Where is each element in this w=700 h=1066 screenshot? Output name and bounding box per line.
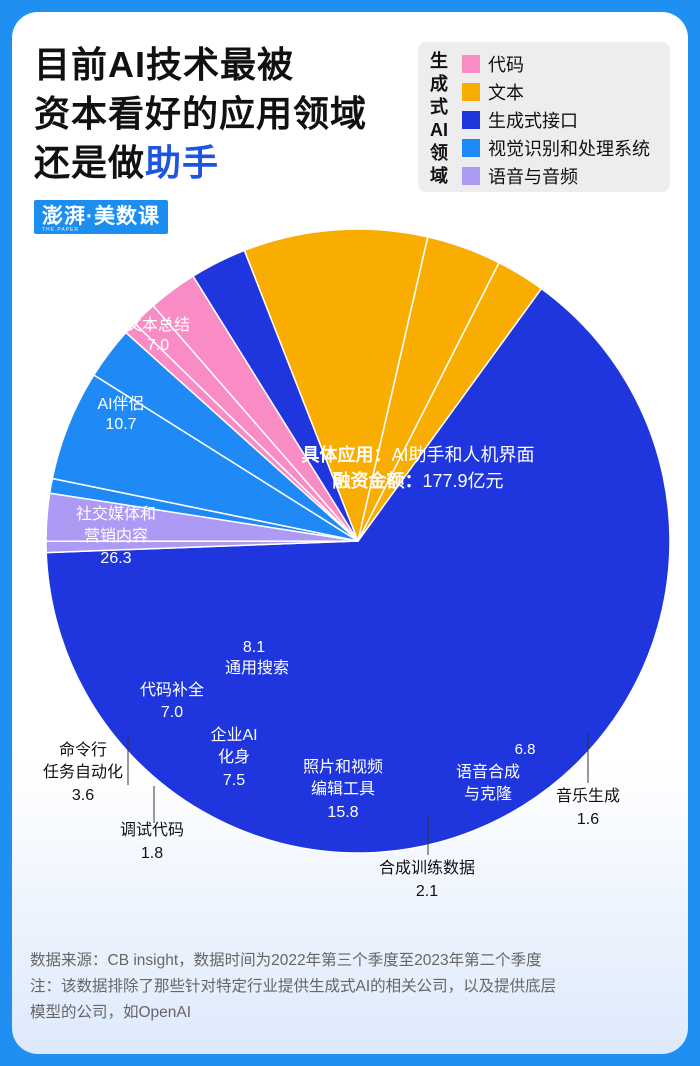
data-source: 数据来源：CB insight，数据时间为2022年第三个季度至2023年第二个… <box>30 952 542 969</box>
main-slice-label-line-2: 融资金额：177.9亿元 <box>332 470 503 491</box>
label-synthetic-data: 合成训练数据 <box>379 859 475 877</box>
label-photo-video-1: 照片和视频 <box>303 758 383 776</box>
legend-label-generative-interface: 生成式接口 <box>488 111 578 131</box>
value-cli-automation: 3.6 <box>72 787 94 804</box>
brand-logo-text: 澎湃·美数课 <box>42 205 160 228</box>
value-social-media: 26.3 <box>100 550 131 567</box>
label-music-generation: 音乐生成 <box>556 787 620 805</box>
legend-label-text: 文本 <box>488 83 524 103</box>
value-enterprise-avatar: 7.5 <box>223 772 245 789</box>
value-ai-companion: 10.7 <box>105 416 136 433</box>
chart-title: 目前AI技术最被 资本看好的应用领域 还是做助手 <box>34 40 414 187</box>
legend-item-audio: 语音与音频 <box>462 162 650 190</box>
title-line-3-prefix: 还是做 <box>34 142 146 183</box>
title-line-3: 还是做助手 <box>34 138 414 187</box>
value-debug-code: 1.8 <box>141 845 163 862</box>
value-voice-cloning: 6.8 <box>515 741 536 758</box>
legend-title: 生成式AI领域 <box>430 51 448 186</box>
label-social-media-1: 社交媒体和 <box>76 505 156 523</box>
label-photo-video-2: 编辑工具 <box>311 780 375 798</box>
legend-item-text: 文本 <box>462 78 650 106</box>
title-line-1: 目前AI技术最被 <box>34 44 295 85</box>
slice-labels: 具体应用：AI助手和人机界面 融资金额：177.9亿元 文本总结 7.0 AI伴… <box>43 316 620 900</box>
legend-label-code: 代码 <box>488 55 524 75</box>
legend-item-vision: 视觉识别和处理系统 <box>462 134 650 162</box>
value-code-completion: 7.0 <box>161 704 183 721</box>
pie-slices <box>45 228 671 854</box>
legend-swatch-generative-interface <box>462 111 480 129</box>
legend: 生成式AI领域 代码 文本 生成式接口 视觉识别和处理系统 语音与音频 <box>418 42 670 192</box>
legend-label-vision: 视觉识别和处理系统 <box>488 139 650 159</box>
label-social-media-2: 营销内容 <box>84 527 148 545</box>
pie-slice-10 <box>243 228 429 542</box>
footnote-line-1: 注：该数据排除了那些针对特定行业提供生成式AI的相关公司，以及提供底层 <box>30 978 557 995</box>
leader-lines <box>127 733 589 855</box>
label-enterprise-avatar-2: 化身 <box>218 748 250 766</box>
main-slice-label-line-1: 具体应用：AI助手和人机界面 <box>301 444 534 465</box>
pie-chart: 具体应用：AI助手和人机界面 融资金额：177.9亿元 文本总结 7.0 AI伴… <box>43 228 671 900</box>
title-highlight: 助手 <box>145 142 220 183</box>
brand-logo: 澎湃·美数课 THE PAPER <box>34 200 168 234</box>
label-code-completion: 代码补全 <box>140 681 204 699</box>
title-line-2: 资本看好的应用领域 <box>34 93 368 134</box>
brand-logo-subtext: THE PAPER <box>42 227 79 233</box>
legend-swatch-code <box>462 55 480 73</box>
legend-label-audio: 语音与音频 <box>488 167 578 187</box>
legend-items: 代码 文本 生成式接口 视觉识别和处理系统 语音与音频 <box>462 50 650 190</box>
label-voice-cloning-1: 语音合成 <box>456 763 520 781</box>
legend-item-generative-interface: 生成式接口 <box>462 106 650 134</box>
label-cli-automation-1: 命令行 <box>59 741 107 759</box>
legend-item-code: 代码 <box>462 50 650 78</box>
label-debug-code: 调试代码 <box>120 821 184 839</box>
value-synthetic-data: 2.1 <box>416 883 438 900</box>
label-enterprise-avatar-1: 企业AI <box>210 726 257 744</box>
label-ai-companion: AI伴侣 <box>97 395 144 413</box>
footer-notes: 数据来源：CB insight，数据时间为2022年第三个季度至2023年第二个… <box>30 948 670 1026</box>
pie-slice-12 <box>357 261 543 542</box>
legend-swatch-audio <box>462 167 480 185</box>
legend-swatch-vision <box>462 139 480 157</box>
value-photo-video: 15.8 <box>327 804 358 821</box>
label-text-summary: 文本总结 <box>126 316 190 334</box>
label-voice-cloning-2: 与克隆 <box>464 785 512 803</box>
label-cli-automation-2: 任务自动化 <box>43 763 123 781</box>
footnote-line-2: 模型的公司，如OpenAI <box>30 1004 192 1021</box>
value-text-summary: 7.0 <box>147 337 169 354</box>
pie-slice-0 <box>45 287 671 854</box>
legend-swatch-text <box>462 83 480 101</box>
value-music-generation: 1.6 <box>577 811 599 828</box>
label-general-search: 通用搜索 <box>225 659 289 677</box>
value-general-search: 8.1 <box>243 639 265 656</box>
